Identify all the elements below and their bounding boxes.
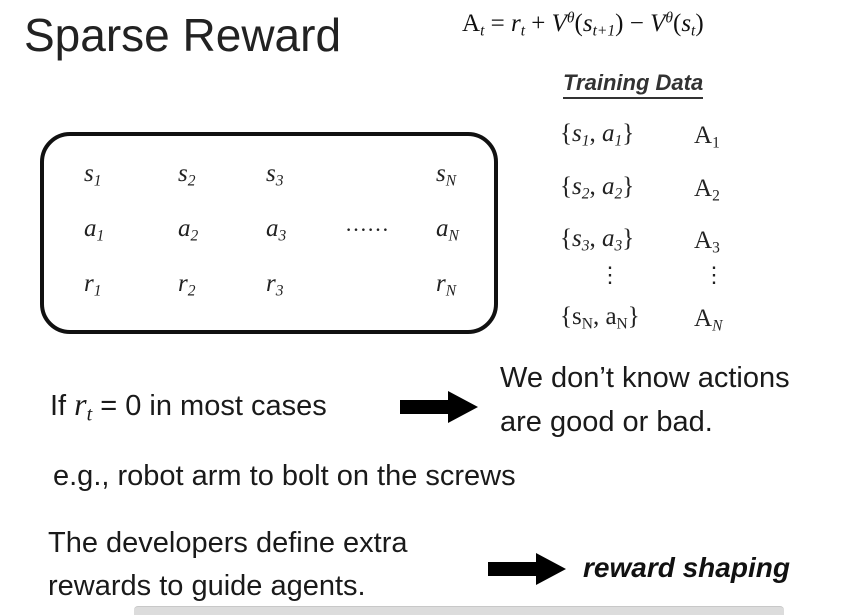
- consequence-line-2: are good or bad.: [500, 406, 713, 438]
- td-adv-2: A2: [694, 175, 720, 205]
- traj-s2: s2: [178, 160, 196, 190]
- formula-lparen2: (: [672, 10, 682, 37]
- traj-ellipsis: ……: [345, 211, 389, 236]
- td-adv-3: A3: [694, 227, 720, 257]
- consequence-line-1: We don’t know actions: [500, 362, 790, 394]
- td-pair-2: {s2, a2}: [560, 173, 635, 203]
- player-control-bar[interactable]: [134, 606, 784, 615]
- formula-rparen2: ): [695, 10, 704, 37]
- slide-title: Sparse Reward: [24, 9, 342, 61]
- formula-lparen1: (: [574, 10, 583, 37]
- traj-a1: a1: [84, 215, 105, 245]
- td-vdots-adv: ⋮: [703, 262, 725, 287]
- training-data-heading: Training Data: [563, 70, 704, 99]
- traj-s3: s3: [266, 160, 284, 190]
- traj-sN: sN: [436, 160, 457, 190]
- formula-eq: =: [484, 10, 511, 37]
- advantage-formula: At = rt + Vθ(st+1) − Vθ(st): [462, 9, 704, 40]
- formula-rparen1: ): [615, 10, 624, 37]
- formula-V2: V: [650, 10, 666, 37]
- right-arrow-icon: [400, 391, 478, 423]
- example-text: e.g., robot arm to bolt on the screws: [53, 460, 516, 492]
- td-pair-3: {s3, a3}: [560, 225, 635, 255]
- reward-shaping-label: reward shaping: [583, 552, 790, 583]
- td-pair-N: {sN, aN}: [560, 303, 640, 333]
- formula-s2: s: [681, 10, 692, 37]
- formula-plus: +: [525, 10, 552, 37]
- formula-r: r: [510, 10, 521, 37]
- formula-r-sub: t: [520, 22, 526, 40]
- right-arrow-icon: [488, 553, 566, 585]
- formula-s1-sub: t+1: [592, 22, 616, 40]
- traj-r1: r1: [84, 270, 102, 300]
- developers-line-2: rewards to guide agents.: [48, 570, 366, 602]
- formula-A-sub: t: [480, 22, 485, 40]
- td-vdots-pairs: ⋮: [599, 262, 621, 287]
- formula-V1: V: [551, 10, 567, 37]
- formula-theta1: θ: [566, 9, 575, 27]
- traj-aN: aN: [436, 215, 459, 245]
- traj-r3: r3: [266, 270, 284, 300]
- traj-s1: s1: [84, 160, 102, 190]
- td-pair-1: {s1, a1}: [560, 120, 635, 150]
- trajectory-box: [40, 132, 498, 334]
- developers-line-1: The developers define extra: [48, 527, 408, 559]
- formula-s2-sub: t: [691, 22, 696, 40]
- formula-A: A: [462, 10, 481, 37]
- traj-r2: r2: [178, 270, 196, 300]
- traj-a2: a2: [178, 215, 199, 245]
- traj-rN: rN: [436, 270, 457, 300]
- formula-s1: s: [582, 10, 593, 37]
- sparse-condition: If rt = 0 in most cases: [50, 386, 327, 426]
- td-adv-N: AN: [694, 305, 723, 335]
- formula-theta2: θ: [665, 9, 673, 27]
- traj-a3: a3: [266, 215, 287, 245]
- td-adv-1: A1: [694, 122, 720, 152]
- formula-minus: −: [623, 10, 651, 37]
